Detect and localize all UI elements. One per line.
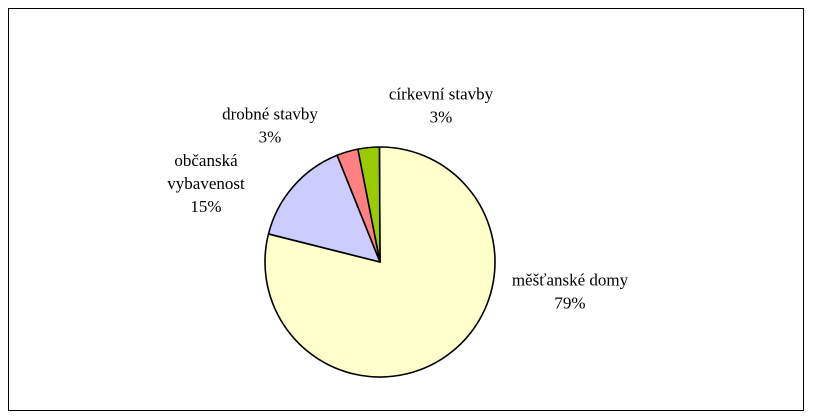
slice-label-1: občanská vybavenost 15% bbox=[167, 151, 245, 216]
slice-percent-2: 3% bbox=[259, 128, 282, 147]
slice-name-1: občanská bbox=[174, 151, 238, 170]
slice-percent-0: 79% bbox=[554, 294, 585, 313]
slice-name-3: církevní stavby bbox=[389, 85, 494, 104]
slice-label-0: měšťanské domy 79% bbox=[512, 271, 629, 313]
pie-slice-0 bbox=[264, 146, 496, 378]
slice-percent-1: 15% bbox=[190, 197, 221, 216]
slice-percent-3: 3% bbox=[430, 108, 453, 127]
pie-slice-3 bbox=[357, 146, 381, 263]
slice-label-2: drobné stavby 3% bbox=[222, 105, 318, 147]
slice-name-1: vybavenost bbox=[167, 174, 245, 193]
slice-name-2: drobné stavby bbox=[222, 105, 318, 124]
pie-slice-1 bbox=[267, 154, 381, 263]
slice-label-3: církevní stavby 3% bbox=[389, 85, 494, 127]
slice-name-0: měšťanské domy bbox=[512, 271, 629, 290]
